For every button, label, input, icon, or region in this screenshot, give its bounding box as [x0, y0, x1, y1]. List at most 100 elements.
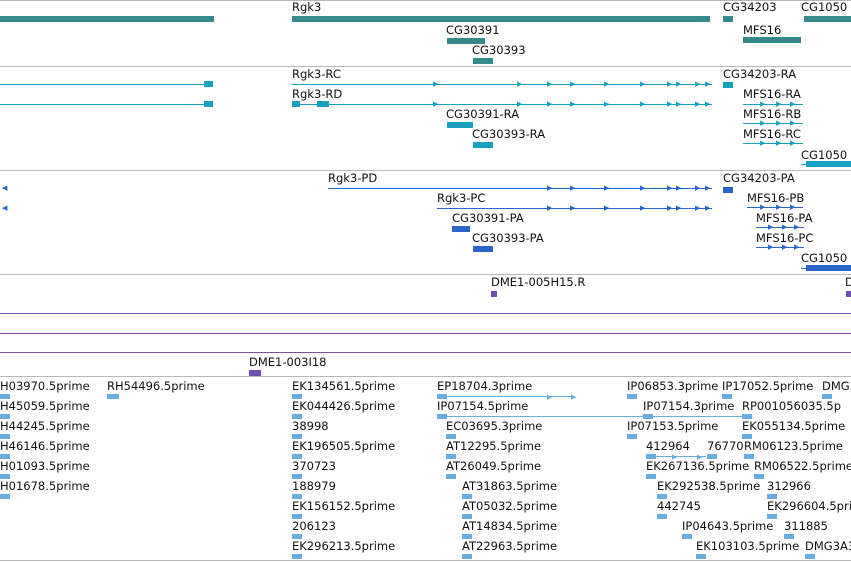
- strand-arrow[interactable]: ▶: [705, 184, 711, 192]
- strand-arrow[interactable]: ▶: [705, 80, 711, 88]
- feature-bar[interactable]: [0, 414, 10, 419]
- feature-line[interactable]: [756, 247, 804, 248]
- strand-arrow[interactable]: ▶: [517, 80, 523, 88]
- feature-line[interactable]: [328, 188, 712, 189]
- feature-bar[interactable]: [646, 474, 656, 479]
- strand-arrow[interactable]: ▶: [547, 100, 553, 108]
- strand-arrow[interactable]: ▶: [790, 203, 796, 211]
- feature-bar[interactable]: [292, 414, 302, 419]
- feature-bar[interactable]: [491, 291, 497, 297]
- strand-arrow[interactable]: ▶: [604, 100, 610, 108]
- strand-arrow[interactable]: ▶: [695, 184, 701, 192]
- strand-arrow[interactable]: ▶: [790, 119, 796, 127]
- feature-bar[interactable]: [204, 81, 213, 87]
- strand-arrow[interactable]: ▶: [667, 80, 673, 88]
- feature-bar[interactable]: [473, 58, 493, 64]
- feature-bar[interactable]: [446, 434, 456, 439]
- strand-arrow[interactable]: ▶: [760, 119, 766, 127]
- feature-line[interactable]: [756, 227, 804, 228]
- feature-bar[interactable]: [723, 187, 733, 193]
- feature-bar[interactable]: [292, 494, 302, 499]
- feature-bar[interactable]: [806, 265, 851, 271]
- feature-bar[interactable]: [292, 474, 302, 479]
- feature-bar[interactable]: [473, 246, 493, 252]
- feature-bar[interactable]: [447, 38, 485, 44]
- feature-bar[interactable]: [292, 554, 302, 559]
- strand-arrow[interactable]: ▶: [667, 204, 673, 212]
- strand-arrow[interactable]: ▶: [640, 100, 646, 108]
- feature-bar[interactable]: [292, 514, 302, 519]
- strand-arrow[interactable]: ▶: [547, 204, 553, 212]
- feature-bar[interactable]: [446, 454, 456, 459]
- strand-arrow[interactable]: ▶: [776, 139, 782, 147]
- feature-line[interactable]: [743, 104, 803, 105]
- strand-arrow[interactable]: ▶: [676, 204, 682, 212]
- feature-bar[interactable]: [643, 414, 653, 419]
- feature-bar[interactable]: [707, 454, 717, 459]
- feature-bar[interactable]: [0, 494, 10, 499]
- feature-bar[interactable]: [744, 454, 754, 459]
- strand-arrow[interactable]: ▶: [570, 100, 576, 108]
- strand-arrow[interactable]: ▶: [790, 100, 796, 108]
- strand-arrow[interactable]: ▶: [676, 100, 682, 108]
- feature-bar[interactable]: [0, 474, 10, 479]
- strand-arrow[interactable]: ▶: [760, 100, 766, 108]
- feature-bar[interactable]: [696, 554, 706, 559]
- feature-line[interactable]: [747, 207, 803, 208]
- feature-bar[interactable]: [462, 554, 472, 559]
- feature-bar[interactable]: [446, 474, 456, 479]
- feature-bar[interactable]: [767, 494, 777, 499]
- feature-bar[interactable]: [292, 16, 710, 22]
- feature-bar[interactable]: [462, 534, 472, 539]
- strand-arrow[interactable]: ▶: [776, 119, 782, 127]
- strand-arrow[interactable]: ▶: [695, 204, 701, 212]
- strand-arrow[interactable]: ▶: [672, 453, 678, 461]
- strand-arrow[interactable]: ▶: [695, 80, 701, 88]
- feature-bar[interactable]: [722, 394, 732, 399]
- feature-bar[interactable]: [657, 514, 667, 519]
- feature-bar[interactable]: [767, 514, 777, 519]
- feature-bar[interactable]: [723, 16, 733, 22]
- feature-bar[interactable]: [473, 142, 493, 148]
- strand-arrow[interactable]: ▶: [760, 203, 766, 211]
- feature-bar[interactable]: [742, 434, 752, 439]
- strand-arrow[interactable]: ▶: [604, 80, 610, 88]
- feature-bar[interactable]: [204, 101, 213, 107]
- strand-arrow[interactable]: ▶: [676, 184, 682, 192]
- feature-bar[interactable]: [249, 370, 261, 376]
- strand-arrow[interactable]: ▶: [570, 184, 576, 192]
- strand-arrow[interactable]: ▶: [776, 100, 782, 108]
- feature-bar[interactable]: [723, 82, 733, 88]
- strand-arrow[interactable]: ▶: [776, 203, 782, 211]
- strand-arrow[interactable]: ◀: [2, 184, 8, 192]
- feature-bar[interactable]: [317, 101, 329, 107]
- strand-arrow[interactable]: ◀: [2, 204, 8, 212]
- feature-bar[interactable]: [107, 394, 119, 399]
- strand-arrow[interactable]: ▶: [570, 80, 576, 88]
- feature-line[interactable]: [646, 456, 706, 457]
- feature-bar[interactable]: [822, 394, 832, 399]
- feature-bar[interactable]: [682, 534, 692, 539]
- strand-arrow[interactable]: ▶: [790, 139, 796, 147]
- feature-bar[interactable]: [754, 474, 764, 479]
- feature-bar[interactable]: [462, 514, 472, 519]
- strand-arrow[interactable]: ▶: [570, 204, 576, 212]
- feature-bar[interactable]: [292, 434, 302, 439]
- feature-line[interactable]: [0, 84, 212, 85]
- strand-arrow[interactable]: ▶: [697, 453, 703, 461]
- feature-bar[interactable]: [0, 394, 10, 399]
- feature-bar[interactable]: [627, 434, 637, 439]
- feature-bar[interactable]: [657, 494, 667, 499]
- strand-arrow[interactable]: ▶: [640, 184, 646, 192]
- strand-arrow[interactable]: ▶: [695, 100, 701, 108]
- strand-arrow[interactable]: ▶: [703, 15, 709, 23]
- strand-arrow[interactable]: ▶: [604, 204, 610, 212]
- strand-arrow[interactable]: ▶: [782, 223, 788, 231]
- feature-bar[interactable]: [292, 101, 300, 107]
- feature-bar[interactable]: [627, 394, 637, 399]
- strand-arrow[interactable]: ▶: [433, 100, 439, 108]
- strand-arrow[interactable]: ▶: [547, 184, 553, 192]
- feature-line[interactable]: [292, 104, 712, 105]
- feature-line[interactable]: [743, 123, 803, 124]
